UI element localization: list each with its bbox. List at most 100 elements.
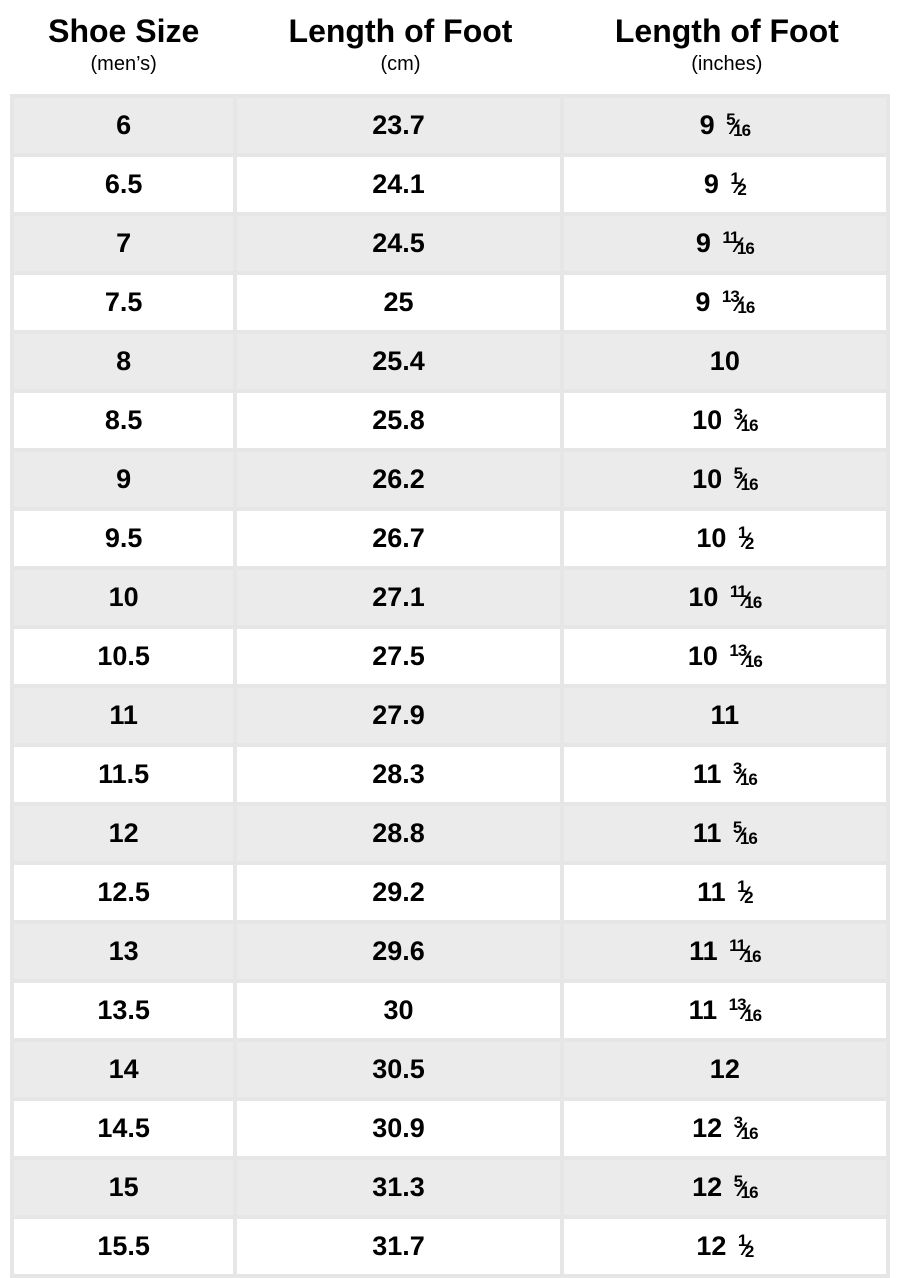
table-row: 12.529.211 1⁄2	[10, 865, 890, 924]
cell-inches: 10 13⁄16	[564, 629, 890, 688]
cell-inches: 12 1⁄2	[564, 1219, 890, 1278]
inches-whole: 11	[693, 759, 722, 789]
inches-fraction: 1⁄2	[738, 524, 753, 552]
col-header-cm: Length of Foot (cm)	[237, 0, 563, 98]
table-body: 623.79 5⁄166.524.19 1⁄2724.59 11⁄167.525…	[10, 98, 890, 1278]
inches-whole: 10	[692, 464, 722, 494]
cell-inches: 10 11⁄16	[564, 570, 890, 629]
inches-fraction: 5⁄16	[733, 819, 757, 847]
cell-cm: 24.1	[237, 157, 563, 216]
cell-size: 10.5	[10, 629, 237, 688]
cell-cm: 25	[237, 275, 563, 334]
inches-whole: 12	[692, 1172, 722, 1202]
inches-whole: 11	[697, 877, 726, 907]
inches-whole: 10	[696, 523, 726, 553]
table-row: 623.79 5⁄16	[10, 98, 890, 157]
table-row: 10.527.510 13⁄16	[10, 629, 890, 688]
table-row: 1127.911	[10, 688, 890, 747]
cell-size: 7	[10, 216, 237, 275]
cell-size: 6.5	[10, 157, 237, 216]
cell-inches: 9 1⁄2	[564, 157, 890, 216]
cell-inches: 9 13⁄16	[564, 275, 890, 334]
inches-whole: 12	[696, 1231, 726, 1261]
table-row: 11.528.311 3⁄16	[10, 747, 890, 806]
table-row: 1430.512	[10, 1042, 890, 1101]
inches-whole: 10	[688, 582, 718, 612]
table-row: 724.59 11⁄16	[10, 216, 890, 275]
cell-cm: 28.3	[237, 747, 563, 806]
cell-cm: 31.7	[237, 1219, 563, 1278]
cell-size: 11.5	[10, 747, 237, 806]
table-row: 13.53011 13⁄16	[10, 983, 890, 1042]
cell-cm: 29.2	[237, 865, 563, 924]
cell-cm: 25.8	[237, 393, 563, 452]
table-row: 14.530.912 3⁄16	[10, 1101, 890, 1160]
cell-inches: 11	[564, 688, 890, 747]
inches-whole: 11	[689, 995, 718, 1025]
cell-inches: 11 5⁄16	[564, 806, 890, 865]
table-header: Shoe Size (men’s) Length of Foot (cm) Le…	[10, 0, 890, 98]
inches-whole: 10	[688, 641, 718, 671]
inches-fraction: 11⁄16	[730, 583, 761, 611]
inches-fraction: 13⁄16	[729, 996, 761, 1024]
cell-inches: 12 5⁄16	[564, 1160, 890, 1219]
inches-fraction: 5⁄16	[734, 465, 758, 493]
cell-inches: 11 1⁄2	[564, 865, 890, 924]
cell-cm: 31.3	[237, 1160, 563, 1219]
table-row: 825.410	[10, 334, 890, 393]
cell-size: 7.5	[10, 275, 237, 334]
size-chart-table: Shoe Size (men’s) Length of Foot (cm) Le…	[10, 0, 890, 1278]
inches-whole: 9	[695, 287, 710, 317]
cell-inches: 9 5⁄16	[564, 98, 890, 157]
cell-size: 9	[10, 452, 237, 511]
cell-cm: 27.1	[237, 570, 563, 629]
cell-cm: 25.4	[237, 334, 563, 393]
table-row: 10 27.110 11⁄16	[10, 570, 890, 629]
inches-fraction: 13⁄16	[722, 288, 754, 316]
cell-size: 8	[10, 334, 237, 393]
cell-cm: 24.5	[237, 216, 563, 275]
cell-size: 12.5	[10, 865, 237, 924]
col-header-main: Shoe Size	[48, 13, 199, 49]
col-header-inches: Length of Foot (inches)	[564, 0, 890, 98]
cell-cm: 27.5	[237, 629, 563, 688]
cell-size: 13.5	[10, 983, 237, 1042]
cell-inches: 11 13⁄16	[564, 983, 890, 1042]
col-header-sub: (cm)	[245, 53, 555, 76]
table-row: 926.210 5⁄16	[10, 452, 890, 511]
inches-whole: 9	[700, 110, 715, 140]
inches-whole: 10	[692, 405, 722, 435]
inches-fraction: 3⁄16	[733, 760, 757, 788]
cell-size: 14	[10, 1042, 237, 1101]
cell-size: 8.5	[10, 393, 237, 452]
inches-whole: 11	[689, 936, 718, 966]
cell-inches: 9 11⁄16	[564, 216, 890, 275]
cell-size: 15	[10, 1160, 237, 1219]
col-header-main: Length of Foot	[615, 13, 839, 49]
cell-inches: 11 11⁄16	[564, 924, 890, 983]
cell-size: 14.5	[10, 1101, 237, 1160]
col-header-size: Shoe Size (men’s)	[10, 0, 237, 98]
cell-inches: 10 5⁄16	[564, 452, 890, 511]
table-row: 6.524.19 1⁄2	[10, 157, 890, 216]
table-row: 1531.312 5⁄16	[10, 1160, 890, 1219]
cell-inches: 12 3⁄16	[564, 1101, 890, 1160]
cell-inches: 10 1⁄2	[564, 511, 890, 570]
table-row: 8.525.810 3⁄16	[10, 393, 890, 452]
cell-inches: 10 3⁄16	[564, 393, 890, 452]
table-row: 9.526.710 1⁄2	[10, 511, 890, 570]
inches-fraction: 3⁄16	[734, 406, 758, 434]
cell-cm: 26.7	[237, 511, 563, 570]
cell-cm: 30.9	[237, 1101, 563, 1160]
cell-inches: 12	[564, 1042, 890, 1101]
table: Shoe Size (men’s) Length of Foot (cm) Le…	[10, 0, 890, 1278]
inches-fraction: 1⁄2	[738, 1232, 753, 1260]
cell-cm: 28.8	[237, 806, 563, 865]
cell-cm: 29.6	[237, 924, 563, 983]
cell-size: 13	[10, 924, 237, 983]
cell-inches: 11 3⁄16	[564, 747, 890, 806]
table-row: 1228.811 5⁄16	[10, 806, 890, 865]
cell-cm: 26.2	[237, 452, 563, 511]
inches-fraction: 1⁄2	[737, 878, 752, 906]
inches-fraction: 1⁄2	[730, 170, 745, 198]
